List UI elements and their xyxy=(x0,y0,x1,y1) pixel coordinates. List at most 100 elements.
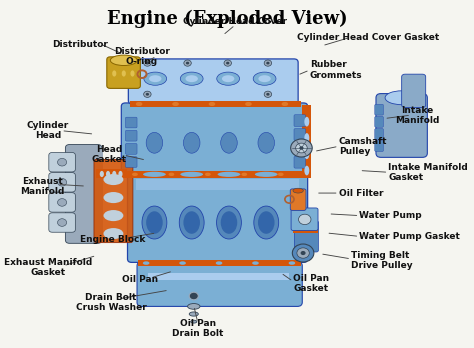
Ellipse shape xyxy=(245,102,252,106)
Ellipse shape xyxy=(221,211,237,234)
Text: Cylinder Head Cover Gasket: Cylinder Head Cover Gasket xyxy=(297,33,439,42)
Ellipse shape xyxy=(191,320,197,323)
Ellipse shape xyxy=(57,158,67,166)
Ellipse shape xyxy=(183,211,200,234)
FancyBboxPatch shape xyxy=(126,143,137,154)
Ellipse shape xyxy=(143,261,149,265)
Ellipse shape xyxy=(185,75,198,82)
Ellipse shape xyxy=(136,102,142,106)
FancyBboxPatch shape xyxy=(294,115,306,127)
Ellipse shape xyxy=(103,192,123,203)
FancyBboxPatch shape xyxy=(128,59,298,104)
Text: Distributor: Distributor xyxy=(52,40,108,48)
Ellipse shape xyxy=(142,206,167,239)
Bar xyxy=(126,171,303,178)
Text: Oil Pan
Gasket: Oil Pan Gasket xyxy=(293,274,329,293)
Text: Drain Bolt
Crush Washer: Drain Bolt Crush Washer xyxy=(75,293,146,312)
FancyBboxPatch shape xyxy=(121,103,308,174)
Ellipse shape xyxy=(297,248,310,258)
Ellipse shape xyxy=(112,70,116,77)
Ellipse shape xyxy=(146,93,149,96)
Ellipse shape xyxy=(264,60,272,66)
Bar xyxy=(96,169,127,178)
Text: Intake Manifold
Gasket: Intake Manifold Gasket xyxy=(388,163,468,182)
Ellipse shape xyxy=(146,62,149,64)
Ellipse shape xyxy=(266,93,270,96)
Ellipse shape xyxy=(112,171,116,177)
Ellipse shape xyxy=(258,75,271,82)
Ellipse shape xyxy=(189,312,198,316)
Text: Exhaust
Manifold: Exhaust Manifold xyxy=(20,176,65,196)
Ellipse shape xyxy=(221,132,237,153)
Ellipse shape xyxy=(292,244,314,262)
Ellipse shape xyxy=(106,171,110,177)
Ellipse shape xyxy=(289,261,295,265)
Text: Intake
Manifold: Intake Manifold xyxy=(395,105,439,125)
Ellipse shape xyxy=(180,72,203,85)
Ellipse shape xyxy=(299,214,311,224)
Ellipse shape xyxy=(222,75,234,82)
Ellipse shape xyxy=(254,206,279,239)
Text: Cylinder
Head: Cylinder Head xyxy=(27,121,69,140)
FancyBboxPatch shape xyxy=(291,208,318,230)
FancyBboxPatch shape xyxy=(294,156,306,168)
Ellipse shape xyxy=(186,62,189,64)
Ellipse shape xyxy=(146,211,163,234)
Text: Camshaft
Pulley: Camshaft Pulley xyxy=(339,137,387,156)
FancyBboxPatch shape xyxy=(376,94,428,157)
Ellipse shape xyxy=(103,228,123,239)
Ellipse shape xyxy=(304,133,310,143)
Ellipse shape xyxy=(226,62,229,64)
Ellipse shape xyxy=(216,261,222,265)
FancyBboxPatch shape xyxy=(49,173,75,192)
Ellipse shape xyxy=(304,166,310,175)
Ellipse shape xyxy=(258,211,274,234)
FancyBboxPatch shape xyxy=(294,221,319,252)
Ellipse shape xyxy=(57,179,67,186)
Ellipse shape xyxy=(209,102,215,106)
Bar xyxy=(95,148,103,240)
Ellipse shape xyxy=(100,171,104,177)
Ellipse shape xyxy=(57,219,67,226)
FancyBboxPatch shape xyxy=(294,142,306,154)
Ellipse shape xyxy=(385,91,418,105)
Ellipse shape xyxy=(253,72,276,85)
Text: Engine (Exploded View): Engine (Exploded View) xyxy=(107,9,347,27)
Text: Engine Block: Engine Block xyxy=(80,235,146,244)
Text: Water Pump: Water Pump xyxy=(359,211,422,220)
FancyBboxPatch shape xyxy=(375,117,383,127)
Ellipse shape xyxy=(205,173,211,176)
Ellipse shape xyxy=(144,72,167,85)
Bar xyxy=(136,179,300,190)
FancyBboxPatch shape xyxy=(107,57,140,88)
Ellipse shape xyxy=(224,60,231,66)
Ellipse shape xyxy=(144,60,151,66)
Ellipse shape xyxy=(304,149,310,159)
Ellipse shape xyxy=(264,91,272,97)
Ellipse shape xyxy=(184,60,191,66)
FancyBboxPatch shape xyxy=(375,129,383,139)
Text: Water Pump Gasket: Water Pump Gasket xyxy=(359,232,460,241)
FancyBboxPatch shape xyxy=(49,152,75,172)
Bar xyxy=(148,274,289,280)
FancyBboxPatch shape xyxy=(401,74,426,108)
Ellipse shape xyxy=(304,117,310,127)
FancyBboxPatch shape xyxy=(49,213,75,232)
Bar xyxy=(302,105,311,178)
Ellipse shape xyxy=(300,146,303,150)
Ellipse shape xyxy=(144,91,151,97)
Ellipse shape xyxy=(255,172,278,177)
FancyBboxPatch shape xyxy=(126,157,137,167)
Ellipse shape xyxy=(180,172,203,177)
Ellipse shape xyxy=(266,62,270,64)
Ellipse shape xyxy=(296,143,307,153)
FancyBboxPatch shape xyxy=(128,174,308,262)
Ellipse shape xyxy=(241,173,247,176)
Ellipse shape xyxy=(183,132,200,153)
Ellipse shape xyxy=(188,303,200,309)
Ellipse shape xyxy=(282,102,288,106)
Bar xyxy=(138,260,301,266)
FancyBboxPatch shape xyxy=(126,117,137,128)
Bar xyxy=(293,229,318,233)
Ellipse shape xyxy=(217,206,241,239)
